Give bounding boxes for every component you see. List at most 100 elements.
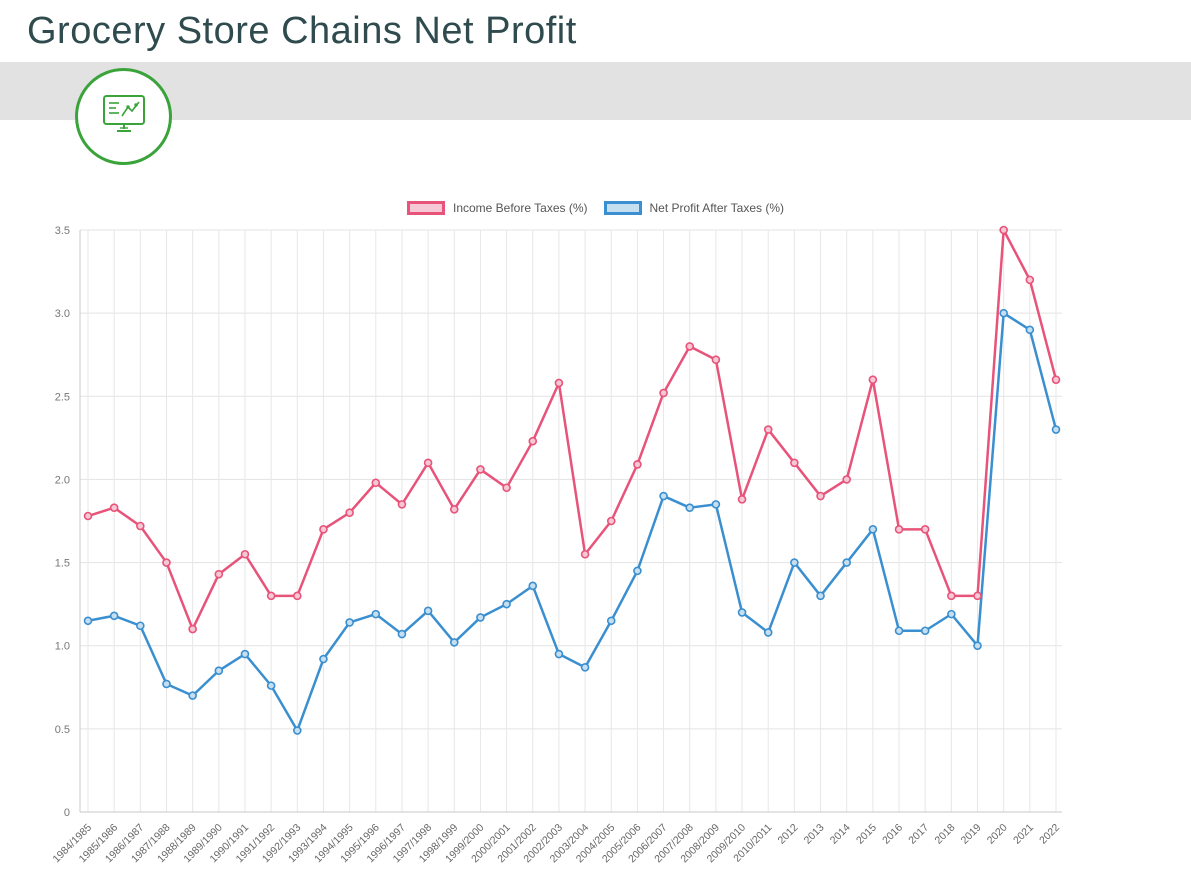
data-point-series-0[interactable] <box>580 549 590 559</box>
data-point-series-0[interactable] <box>397 500 407 509</box>
data-point-series-0[interactable] <box>685 342 695 351</box>
data-point-series-0[interactable] <box>633 460 642 469</box>
data-point-series-0[interactable] <box>449 505 459 514</box>
data-point-series-0[interactable] <box>162 558 171 567</box>
data-point-series-0[interactable] <box>790 458 799 468</box>
data-point-series-0[interactable] <box>737 495 747 504</box>
data-point-series-0[interactable] <box>606 516 616 526</box>
data-point-series-1[interactable] <box>842 558 852 567</box>
data-point-series-1[interactable] <box>920 626 930 636</box>
data-point-series-0[interactable] <box>319 525 328 534</box>
data-point-series-1[interactable] <box>554 649 564 659</box>
data-point-series-0[interactable] <box>136 521 145 531</box>
series-line-1 <box>86 311 1058 732</box>
data-point-series-1[interactable] <box>999 308 1008 318</box>
data-point-series-0[interactable] <box>109 503 119 512</box>
data-point-series-0[interactable] <box>476 465 485 474</box>
x-tick-label: 2022 <box>1037 822 1062 847</box>
data-point-series-0[interactable] <box>423 458 433 468</box>
data-point-series-0[interactable] <box>816 491 825 501</box>
data-point-series-0[interactable] <box>711 355 721 365</box>
y-tick-label: 0 <box>64 807 70 819</box>
data-point-series-1[interactable] <box>1051 425 1061 434</box>
data-point-series-1[interactable] <box>947 609 956 619</box>
data-point-series-1[interactable] <box>659 491 668 501</box>
legend-label-net-profit-after-taxes: Net Profit After Taxes (%) <box>649 201 785 215</box>
data-point-series-1[interactable] <box>476 613 485 622</box>
data-point-series-1[interactable] <box>685 503 695 512</box>
data-point-series-1[interactable] <box>894 626 904 636</box>
data-point-series-0[interactable] <box>659 388 668 398</box>
data-point-series-1[interactable] <box>528 581 538 591</box>
data-point-series-0[interactable] <box>292 591 302 601</box>
data-point-series-1[interactable] <box>973 641 982 651</box>
data-point-series-0[interactable] <box>266 591 276 601</box>
data-point-series-1[interactable] <box>188 691 197 700</box>
legend-item-income-before-taxes[interactable]: Income Before Taxes (%) <box>406 201 588 215</box>
data-point-series-0[interactable] <box>240 549 250 559</box>
legend-swatch-net-profit-after-taxes <box>603 201 642 215</box>
data-point-series-0[interactable] <box>763 425 773 434</box>
data-point-series-0[interactable] <box>371 478 381 488</box>
data-point-series-1[interactable] <box>109 611 119 621</box>
x-tick-label: 2013 <box>802 822 827 847</box>
data-point-series-0[interactable] <box>894 525 904 534</box>
y-tick-label: 3.5 <box>55 225 70 237</box>
data-point-series-0[interactable] <box>999 225 1008 235</box>
x-tick-label: 2015 <box>854 822 879 847</box>
data-point-series-1[interactable] <box>345 618 354 627</box>
data-point-series-1[interactable] <box>240 649 250 659</box>
data-point-series-0[interactable] <box>1051 375 1061 384</box>
x-tick-label: 2017 <box>906 822 931 847</box>
data-point-series-1[interactable] <box>423 606 433 616</box>
x-tick-label: 2020 <box>985 822 1010 847</box>
data-point-series-1[interactable] <box>502 599 511 609</box>
data-point-series-1[interactable] <box>868 525 878 534</box>
x-tick-label: 2021 <box>1011 822 1036 847</box>
data-point-series-1[interactable] <box>1025 325 1035 335</box>
series-line-0 <box>86 228 1058 631</box>
data-point-series-1[interactable] <box>816 591 825 601</box>
data-point-series-1[interactable] <box>633 566 642 576</box>
x-tick-label: 2018 <box>932 822 957 847</box>
data-point-series-1[interactable] <box>83 616 93 626</box>
data-point-series-1[interactable] <box>763 628 773 637</box>
data-point-series-0[interactable] <box>502 483 511 493</box>
data-point-series-0[interactable] <box>842 475 852 484</box>
data-point-series-0[interactable] <box>528 436 538 446</box>
data-point-series-1[interactable] <box>162 679 171 689</box>
data-point-series-1[interactable] <box>606 616 616 626</box>
data-point-series-1[interactable] <box>449 638 459 647</box>
legend-label-income-before-taxes: Income Before Taxes (%) <box>452 201 588 215</box>
y-tick-label: 1.0 <box>55 641 70 653</box>
data-point-series-1[interactable] <box>292 726 302 735</box>
x-tick-label: 2019 <box>959 822 984 847</box>
data-point-series-0[interactable] <box>188 624 197 634</box>
data-point-series-0[interactable] <box>214 569 224 579</box>
chart-section: Income Before Taxes (%) Net Profit After… <box>0 195 1191 892</box>
data-point-series-1[interactable] <box>214 666 224 675</box>
header-band <box>0 62 1191 165</box>
data-point-series-0[interactable] <box>345 508 354 517</box>
data-point-series-0[interactable] <box>83 511 93 521</box>
y-tick-label: 0.5 <box>55 724 70 736</box>
y-tick-label: 1.5 <box>55 558 70 570</box>
line-chart-canvas: 00.51.01.52.02.53.03.51984/19851985/1986… <box>51 225 1063 865</box>
data-point-series-1[interactable] <box>737 608 747 617</box>
data-point-series-1[interactable] <box>580 663 590 672</box>
legend-item-net-profit-after-taxes[interactable]: Net Profit After Taxes (%) <box>603 201 785 215</box>
data-point-series-0[interactable] <box>920 525 930 534</box>
data-point-series-0[interactable] <box>868 375 878 384</box>
x-tick-label: 2016 <box>880 822 905 847</box>
data-point-series-1[interactable] <box>711 500 721 509</box>
data-point-series-1[interactable] <box>790 558 799 567</box>
data-point-series-0[interactable] <box>1025 275 1035 285</box>
data-point-series-0[interactable] <box>973 591 982 601</box>
data-point-series-0[interactable] <box>947 591 956 601</box>
data-point-series-1[interactable] <box>397 629 407 639</box>
data-point-series-1[interactable] <box>319 654 328 664</box>
data-point-series-1[interactable] <box>371 609 381 619</box>
data-point-series-0[interactable] <box>554 378 564 388</box>
data-point-series-1[interactable] <box>266 681 276 690</box>
data-point-series-1[interactable] <box>136 621 145 631</box>
